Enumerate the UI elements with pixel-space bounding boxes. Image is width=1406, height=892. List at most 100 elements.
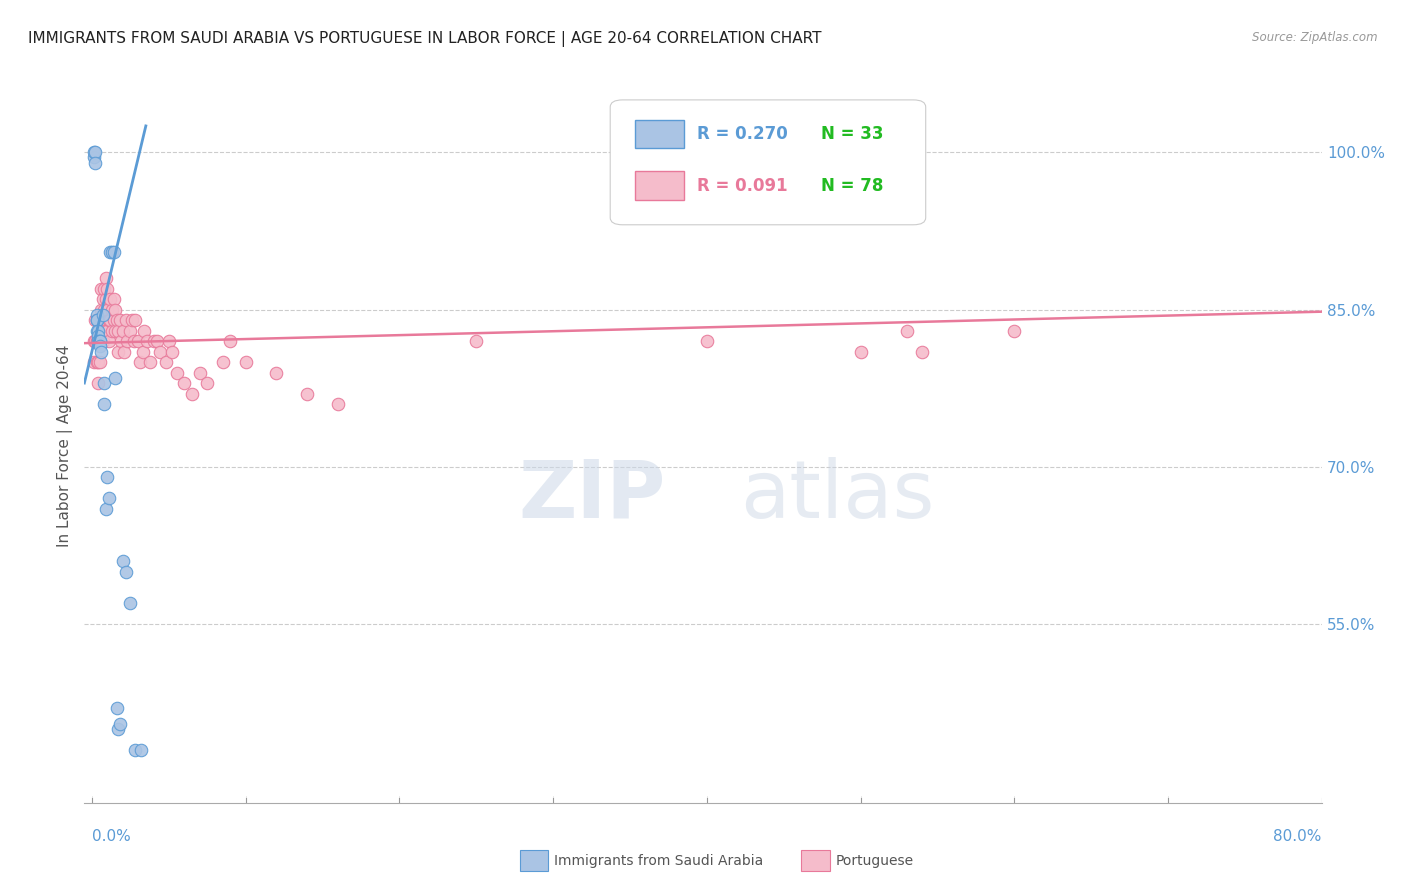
Point <box>83 150 105 164</box>
Point <box>104 371 127 385</box>
Point <box>86 313 108 327</box>
Point <box>121 313 143 327</box>
Point <box>84 145 107 160</box>
Point <box>112 344 135 359</box>
Point <box>108 313 131 327</box>
Point <box>87 334 110 348</box>
Text: N = 78: N = 78 <box>821 177 883 194</box>
Point <box>87 328 110 343</box>
Point <box>173 376 195 390</box>
Point <box>91 313 114 327</box>
Point <box>155 355 177 369</box>
Text: R = 0.091: R = 0.091 <box>697 177 787 194</box>
Point <box>101 324 124 338</box>
Point <box>97 313 120 327</box>
Point <box>90 302 112 317</box>
Point <box>84 155 107 169</box>
Point <box>83 334 105 348</box>
Point <box>139 355 162 369</box>
Point <box>93 324 115 338</box>
Point <box>97 334 120 348</box>
Point <box>86 308 108 322</box>
Point <box>166 366 188 380</box>
Point <box>157 334 180 348</box>
Point <box>111 324 134 338</box>
Point <box>103 244 125 259</box>
Point <box>93 376 115 390</box>
Point <box>93 302 115 317</box>
Text: ZIP: ZIP <box>519 457 666 535</box>
Point <box>115 565 138 579</box>
Point <box>136 334 159 348</box>
Point <box>100 313 122 327</box>
Text: atlas: atlas <box>740 457 935 535</box>
Point <box>111 554 134 568</box>
Point <box>120 324 142 338</box>
Point <box>91 334 114 348</box>
Point <box>104 302 127 317</box>
Text: N = 33: N = 33 <box>821 125 883 143</box>
Point <box>96 302 118 317</box>
Point <box>107 324 129 338</box>
Point <box>89 334 111 348</box>
Point <box>86 334 108 348</box>
Point <box>94 502 117 516</box>
Bar <box>636 171 685 200</box>
Point <box>96 470 118 484</box>
Point <box>134 324 156 338</box>
Point <box>108 717 131 731</box>
Point <box>93 282 115 296</box>
Point <box>110 334 132 348</box>
Point <box>101 302 124 317</box>
Point <box>896 324 918 338</box>
Point <box>100 292 122 306</box>
Point <box>89 334 111 348</box>
Point <box>94 271 117 285</box>
Point <box>89 339 111 353</box>
Point <box>132 344 155 359</box>
Point <box>101 244 124 259</box>
Point <box>90 282 112 296</box>
Point <box>86 313 108 327</box>
Point <box>122 334 145 348</box>
Point <box>100 244 122 259</box>
Point <box>103 292 125 306</box>
Point <box>91 292 114 306</box>
Point <box>124 313 146 327</box>
Point <box>145 334 167 348</box>
Point <box>86 355 108 369</box>
Point <box>87 334 110 348</box>
Point <box>117 334 139 348</box>
Point <box>211 355 233 369</box>
Point <box>235 355 257 369</box>
Point <box>91 308 114 322</box>
Point <box>89 334 111 348</box>
Point <box>195 376 218 390</box>
Text: 0.0%: 0.0% <box>91 829 131 844</box>
Point <box>87 355 110 369</box>
Point <box>297 386 319 401</box>
Point <box>96 282 118 296</box>
Text: IMMIGRANTS FROM SAUDI ARABIA VS PORTUGUESE IN LABOR FORCE | AGE 20-64 CORRELATIO: IMMIGRANTS FROM SAUDI ARABIA VS PORTUGUE… <box>28 31 821 47</box>
Point <box>97 491 120 506</box>
Point <box>104 324 127 338</box>
Point <box>266 366 288 380</box>
Point <box>219 334 242 348</box>
Point <box>89 313 111 327</box>
Point <box>149 344 172 359</box>
Point <box>89 355 111 369</box>
Text: 80.0%: 80.0% <box>1274 829 1322 844</box>
Point <box>86 324 108 338</box>
Point <box>115 313 138 327</box>
Point <box>86 313 108 327</box>
Text: R = 0.270: R = 0.270 <box>697 125 787 143</box>
Point <box>90 344 112 359</box>
Point <box>142 334 165 348</box>
Point <box>160 344 183 359</box>
Point <box>87 324 110 338</box>
Point <box>1002 324 1025 338</box>
Point <box>96 324 118 338</box>
Point <box>120 596 142 610</box>
Text: Portuguese: Portuguese <box>835 854 914 868</box>
Point <box>107 344 129 359</box>
